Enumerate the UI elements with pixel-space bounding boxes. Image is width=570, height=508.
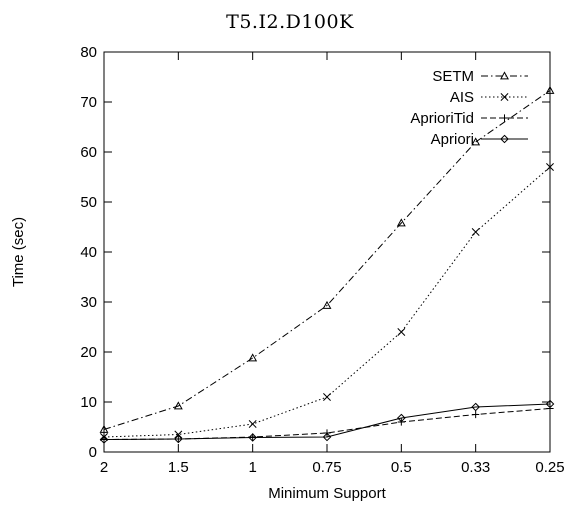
y-tick-label: 40 bbox=[80, 244, 97, 261]
y-tick-label: 50 bbox=[80, 194, 97, 211]
y-axis-label: Time (sec) bbox=[10, 217, 27, 287]
x-tick-label: 2 bbox=[100, 459, 108, 476]
y-axis: 0 10 20 30 40 50 60 70 80 bbox=[80, 44, 550, 461]
data-point bbox=[174, 430, 183, 439]
x-tick-label: 0.25 bbox=[535, 459, 564, 476]
legend-item: Apriori bbox=[431, 131, 528, 148]
x-axis-label: Minimum Support bbox=[268, 485, 386, 502]
data-point bbox=[397, 413, 406, 423]
data-point bbox=[248, 433, 257, 442]
data-point bbox=[248, 353, 258, 362]
series-setm bbox=[99, 85, 555, 433]
y-tick-label: 30 bbox=[80, 294, 97, 311]
data-point bbox=[397, 328, 406, 336]
x-tick-label: 0.5 bbox=[391, 459, 412, 476]
x-tick-label: 1.5 bbox=[168, 459, 189, 476]
series-line bbox=[103, 403, 551, 440]
data-point bbox=[471, 402, 480, 412]
y-tick-label: 20 bbox=[80, 344, 97, 361]
data-point bbox=[471, 137, 481, 146]
plot-frame bbox=[103, 51, 551, 453]
legend-label: SETM bbox=[432, 68, 474, 85]
y-tick-label: 70 bbox=[80, 94, 97, 111]
x-tick-label: 0.33 bbox=[461, 459, 490, 476]
y-tick-label: 60 bbox=[80, 144, 97, 161]
y-tick-label: 0 bbox=[89, 444, 97, 461]
data-point bbox=[322, 300, 332, 309]
series-layer bbox=[99, 85, 555, 444]
series-apriori bbox=[99, 399, 555, 444]
x-tick-label: 0.75 bbox=[312, 459, 341, 476]
chart-title: T5.I2.D100K bbox=[226, 11, 354, 33]
legend-marker bbox=[500, 114, 509, 122]
data-point bbox=[322, 432, 332, 442]
legend-marker bbox=[500, 71, 509, 80]
x-tick-label: 1 bbox=[248, 459, 256, 476]
data-point bbox=[99, 424, 109, 433]
legend-label: Apriori bbox=[431, 131, 474, 148]
data-point bbox=[472, 410, 480, 419]
legend-item: AIS bbox=[450, 89, 528, 106]
data-point bbox=[248, 420, 257, 428]
data-point bbox=[323, 393, 331, 401]
x-axis: 2 1.5 1 0.75 0.5 0.33 0.25 bbox=[100, 52, 565, 476]
legend-item: SETM bbox=[432, 68, 528, 85]
data-point bbox=[396, 218, 406, 227]
data-point bbox=[546, 163, 554, 171]
data-point bbox=[546, 404, 554, 413]
data-point bbox=[173, 401, 183, 410]
data-point bbox=[545, 399, 555, 409]
legend-label: AIS bbox=[450, 89, 474, 106]
legend-item: AprioriTid bbox=[410, 110, 528, 127]
data-point bbox=[471, 228, 480, 236]
legend-marker bbox=[500, 134, 509, 144]
data-point bbox=[99, 435, 109, 444]
data-point bbox=[545, 85, 555, 94]
legend-marker bbox=[500, 93, 509, 101]
data-point bbox=[174, 434, 183, 444]
legend: SETM AIS AprioriTid Apriori bbox=[410, 68, 528, 148]
y-tick-label: 80 bbox=[80, 44, 97, 61]
legend-label: AprioriTid bbox=[410, 110, 474, 127]
series-line bbox=[103, 90, 551, 430]
y-tick-label: 10 bbox=[80, 394, 97, 411]
